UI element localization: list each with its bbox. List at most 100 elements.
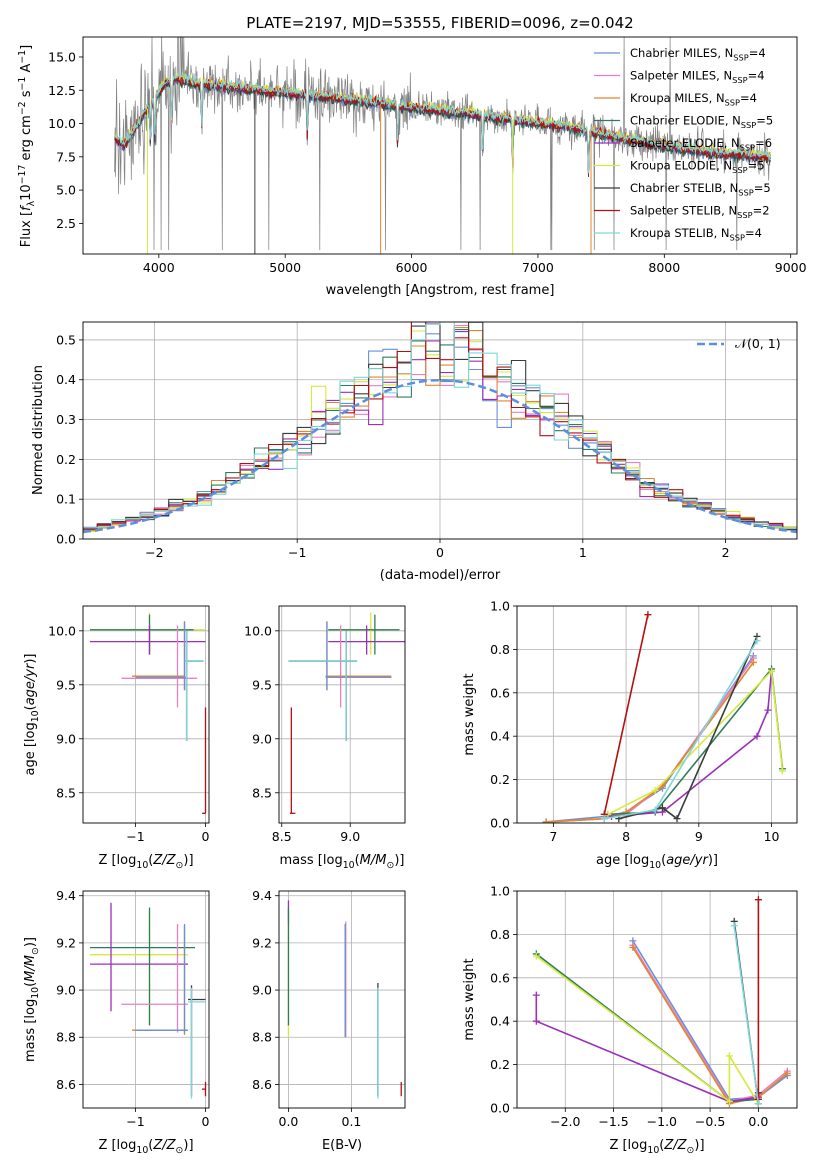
y-tick-label: 1.0: [490, 884, 510, 899]
y-tick-label: 0.0: [56, 532, 76, 547]
mass-weight-marker: [753, 732, 761, 740]
y-tick-label: 0.0: [490, 816, 510, 831]
y-tick-label: 8.6: [252, 1077, 272, 1092]
y-tick-label: 8.5: [252, 785, 272, 800]
legend-label: Salpeter STELIB, NSSP=2: [630, 204, 770, 220]
mass-weight-line: [607, 669, 784, 816]
y-tick-label: 9.5: [56, 677, 76, 692]
x-tick-label: 8.5: [272, 829, 292, 844]
x-tick-label: −2.0: [550, 1114, 580, 1129]
y-axis-label: age [log10(age/yr)]: [23, 653, 41, 775]
residual-histogram: [83, 322, 797, 529]
mass-weight-marker: [768, 667, 776, 675]
x-tick-label: 0.0: [748, 1114, 768, 1129]
mass-weight-line: [632, 944, 788, 1103]
mass-weight-marker: [730, 922, 738, 930]
x-tick-label: 10: [764, 829, 780, 844]
chart-age-vs-Z: −1 0 8.5 9.0 9.5 10.0 Z [log10(Z/Z⊙)] age [log1…: [23, 605, 210, 871]
x-tick-label: 0: [436, 545, 444, 560]
axes-frame: [516, 890, 798, 1109]
mass-weight-line: [535, 953, 759, 1103]
x-tick-label: 0: [202, 1114, 210, 1129]
y-tick-label: 0.4: [490, 1014, 510, 1029]
legend: Chabrier MILES, NSSP=4 Salpeter MILES, NS…: [594, 46, 773, 242]
y-tick-label: 5.0: [56, 183, 76, 198]
y-tick-label: 9.0: [56, 983, 76, 998]
legend-label: Kroupa ELODIE, NSSP=5: [630, 159, 765, 175]
x-tick-label: 0: [202, 829, 210, 844]
x-axis-label: Z [log10(Z/Z⊙)]: [609, 1138, 704, 1156]
chart-title: PLATE=2197, MJD=53555, FIBERID=0096, z=0…: [246, 14, 633, 32]
y-tick-label: 9.2: [252, 935, 272, 950]
plot-area: [83, 322, 797, 539]
mass-weight-marker: [754, 896, 762, 904]
x-tick-label: −1: [126, 829, 144, 844]
x-tick-label: 8000: [648, 260, 680, 275]
axes-frame: [82, 36, 798, 255]
axes-frame: [278, 890, 406, 1109]
y-axis-label: mass weight: [462, 958, 477, 1040]
y-tick-label: 10.0: [48, 623, 76, 638]
x-tick-label: 7: [549, 829, 557, 844]
mass-weight-marker: [542, 818, 550, 823]
x-tick-label: 0.1: [342, 1114, 362, 1129]
y-axis-label: mass weight: [462, 673, 477, 755]
x-tick-label: 7000: [522, 260, 554, 275]
y-tick-label: 9.4: [56, 888, 76, 903]
mass-weight-line: [546, 655, 755, 823]
axes-frame: [278, 605, 406, 824]
x-tick-label: 8: [622, 829, 630, 844]
y-tick-label: 0.2: [490, 772, 510, 787]
x-axis-label: mass [log10(M/M⊙)]: [280, 853, 405, 871]
mass-weight-marker: [725, 1052, 733, 1060]
plot-area: [279, 891, 405, 1108]
model-spectrum: [114, 72, 771, 174]
mass-weight-marker: [673, 815, 681, 823]
x-axis-label: (data-model)/error: [380, 568, 501, 583]
y-tick-label: 0.4: [56, 372, 76, 387]
plot-area: [114, 37, 771, 254]
y-tick-label: 8.6: [56, 1077, 76, 1092]
mass-weight-marker: [532, 991, 540, 999]
axes-frame: [82, 605, 210, 824]
mass-weight-line: [535, 955, 760, 1105]
normal-curve: [83, 378, 797, 534]
mass-weight-marker: [651, 786, 659, 794]
mass-weight-marker: [600, 815, 608, 823]
mass-weight-line: [604, 640, 758, 820]
chart-mass-vs-Z: −1 0 8.6 8.8 9.0 9.2 9.4 Z [log10(Z/Z⊙)] mass [l…: [23, 888, 210, 1156]
y-tick-label: 1.0: [490, 599, 510, 614]
x-axis-label: age [log10(age/yr)]: [596, 853, 718, 871]
x-tick-label: 5000: [269, 260, 301, 275]
mass-weight-marker: [629, 943, 637, 951]
mass-weight-marker: [532, 952, 540, 960]
plot-area: [517, 891, 797, 1108]
legend-label: Salpeter MILES, NSSP=4: [630, 69, 765, 85]
y-tick-label: 0.5: [56, 332, 76, 347]
y-tick-label: 2.5: [56, 216, 76, 231]
mass-weight-marker: [753, 637, 761, 645]
chart-massweight-vs-age: 7 8 9 10 0.0 0.2 0.4 0.6 0.8 1.0 age [log10(age/yr…: [462, 599, 798, 871]
y-tick-label: 9.0: [56, 731, 76, 746]
chart-spectrum: 4000 5000 6000 7000 8000 9000 2.5 5.0 7.5 10.0 12.…: [17, 14, 807, 298]
x-tick-label: 4000: [143, 260, 175, 275]
axes-frame: [82, 890, 210, 1109]
y-axis-label: Normed distribution: [31, 365, 46, 495]
x-tick-label: 9000: [775, 260, 807, 275]
mass-weight-marker: [651, 806, 659, 814]
y-tick-label: 8.8: [252, 1030, 272, 1045]
mass-weight-marker: [532, 1017, 540, 1025]
y-tick-label: 0.1: [56, 492, 76, 507]
legend-label: Chabrier STELIB, NSSP=5: [630, 181, 771, 197]
y-tick-label: 9.2: [56, 935, 76, 950]
mass-weight-line: [603, 614, 649, 815]
mass-weight-marker: [725, 1097, 733, 1105]
plot-area: [83, 891, 209, 1108]
y-tick-label: 0.4: [490, 729, 510, 744]
x-tick-label: −1: [288, 545, 306, 560]
legend-label: Chabrier ELODIE, NSSP=5: [630, 114, 773, 130]
x-tick-label: −1.0: [647, 1114, 677, 1129]
y-tick-label: 10.0: [48, 116, 76, 131]
mass-weight-marker: [749, 658, 757, 666]
